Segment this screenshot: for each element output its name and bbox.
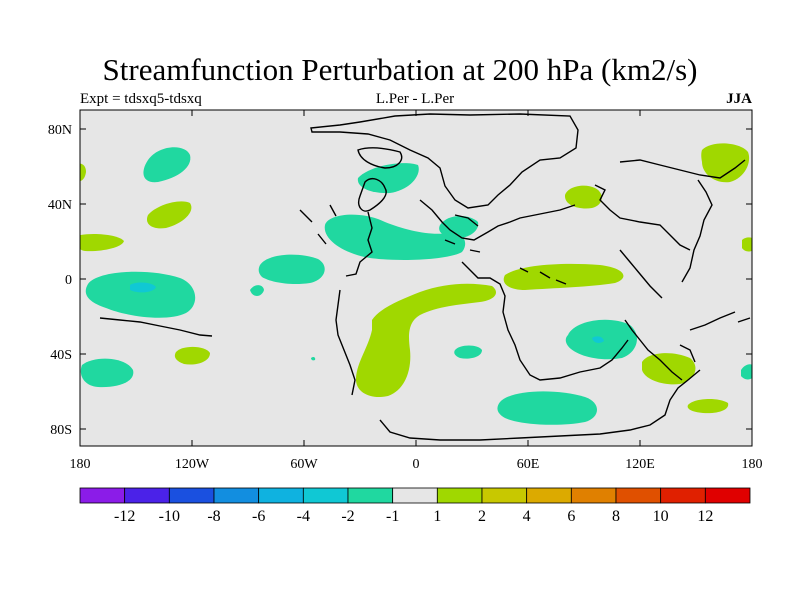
- neg-anomaly-south-indian-core: [592, 336, 604, 343]
- colorbar-label: 10: [653, 508, 669, 525]
- neg-anomaly-east-pacific: [258, 254, 325, 285]
- colorbar-swatch: [124, 487, 170, 504]
- colorbar-swatch: [704, 487, 751, 504]
- colorbar-swatch: [660, 487, 706, 504]
- pos-anomaly-southern-pacific-east: [687, 399, 729, 414]
- y-tick-label: 80S: [50, 423, 72, 438]
- colorbar-label: -10: [159, 508, 180, 525]
- south-america-coast: [335, 289, 356, 396]
- north-continent-coast: [310, 113, 579, 209]
- scattered-islands-1: [299, 204, 337, 245]
- colorbar-label: 12: [697, 508, 713, 525]
- pos-anomaly-west-edge-north: [80, 163, 86, 182]
- antarctic-coast: [379, 369, 701, 441]
- colorbar-label: 2: [478, 508, 486, 525]
- colorbar-swatch: [302, 487, 349, 504]
- y-tick-label: 0: [65, 273, 72, 288]
- atlantic-east-coast: [419, 199, 576, 241]
- scattered-islands-3: [619, 249, 663, 299]
- colorbar-label: 1: [433, 508, 441, 525]
- colorbar-swatch: [481, 487, 528, 504]
- pos-anomaly-tibet: [564, 185, 602, 209]
- colorbar-swatch: [213, 487, 260, 504]
- pos-anomaly-indian-band: [503, 263, 624, 290]
- neg-anomaly-central-pacific-core: [130, 282, 156, 293]
- scattered-islands-5: [689, 311, 751, 331]
- colorbar-label: -12: [114, 508, 135, 525]
- period-label: L.Per - L.Per: [375, 91, 455, 107]
- experiment-label: Expt = tdsxq5-tdsxq: [80, 91, 202, 107]
- neg-anomaly-south-pacific: [80, 358, 134, 388]
- neg-anomaly-arctic: [701, 143, 750, 183]
- x-tick-label: 60W: [290, 457, 318, 472]
- colorbar-swatch: [392, 487, 438, 504]
- season-label: JJA: [726, 91, 752, 107]
- x-tick-label: 60E: [517, 457, 540, 472]
- colorbar-label: -2: [341, 508, 354, 525]
- y-tick-label: 40S: [50, 348, 72, 363]
- x-tick-label: 120E: [625, 457, 655, 472]
- colorbar-label: 6: [567, 508, 575, 525]
- colorbar-label: -1: [386, 508, 399, 525]
- neg-anomaly-europe: [439, 215, 479, 239]
- neg-anomaly-greenland: [357, 163, 419, 194]
- neg-anomaly-south-atlantic-speck: [311, 356, 316, 361]
- pos-anomaly-west-edge-tropics: [80, 233, 124, 252]
- colorbar: -12 -10 -8 -6 -4 -2 -1 1 2 4 6 8 10 12: [79, 487, 751, 525]
- neg-anomaly-south-atlantic: [454, 345, 482, 359]
- x-tick-labels: 180 120W 60W 0 60E 120E 180: [70, 457, 763, 472]
- asia-east-coast: [619, 159, 746, 179]
- x-tick-label: 120W: [175, 457, 210, 472]
- colorbar-swatch: [168, 487, 215, 504]
- india-australia-coast: [624, 319, 683, 381]
- y-tick-label: 40N: [48, 198, 72, 213]
- x-tick-label: 180: [70, 457, 91, 472]
- greenland-coast: [358, 178, 387, 212]
- neg-anomaly-central-pacific: [85, 271, 196, 318]
- colorbar-swatch: [615, 487, 662, 504]
- scattered-islands-2: [519, 267, 567, 285]
- asia-coast-lower: [594, 184, 691, 251]
- neg-anomaly-southern-ocean: [497, 391, 598, 425]
- colorbar-swatch: [436, 487, 483, 504]
- anomaly-contours: [80, 143, 752, 425]
- neg-anomaly-north-atlantic: [324, 214, 466, 260]
- colorbar-label: -8: [207, 508, 220, 525]
- scattered-islands-4: [99, 317, 213, 337]
- africa-west-coast: [461, 261, 629, 381]
- colorbar-label: 8: [612, 508, 620, 525]
- north-inlet: [357, 147, 403, 169]
- neg-anomaly-east-pacific-tail: [250, 285, 264, 297]
- x-tick-label: 180: [742, 457, 763, 472]
- pos-anomaly-south-atlantic-band: [355, 283, 496, 398]
- pos-anomaly-east-edge: [742, 237, 752, 252]
- y-tick-label: 80N: [48, 123, 72, 138]
- colorbar-swatch: [258, 487, 304, 504]
- x-tick-label: 0: [413, 457, 420, 472]
- axis-ticks: [79, 110, 753, 446]
- neg-anomaly-north-pacific: [143, 147, 191, 183]
- colorbar-label: 4: [523, 508, 531, 525]
- scattered-islands-6: [679, 344, 696, 363]
- atlantic-west-coast: [345, 211, 373, 277]
- east-margin-coast: [681, 179, 713, 283]
- colorbar-swatch: [570, 487, 617, 504]
- colorbar-swatch: [79, 487, 126, 504]
- colorbar-label: -4: [297, 508, 310, 525]
- neg-anomaly-east-pacific-south: [741, 364, 752, 380]
- europe-islands: [444, 214, 481, 253]
- colorbar-label: -6: [252, 508, 265, 525]
- colorbar-swatch: [526, 487, 572, 504]
- plot-title: Streamfunction Perturbation at 200 hPa (…: [102, 52, 698, 87]
- coastlines: [99, 113, 751, 441]
- pos-anomaly-north-pacific-2: [146, 201, 192, 229]
- colorbar-swatch: [347, 487, 394, 504]
- pos-anomaly-south-pacific: [174, 346, 210, 365]
- y-tick-labels: 80N 40N 0 40S 80S: [48, 123, 72, 438]
